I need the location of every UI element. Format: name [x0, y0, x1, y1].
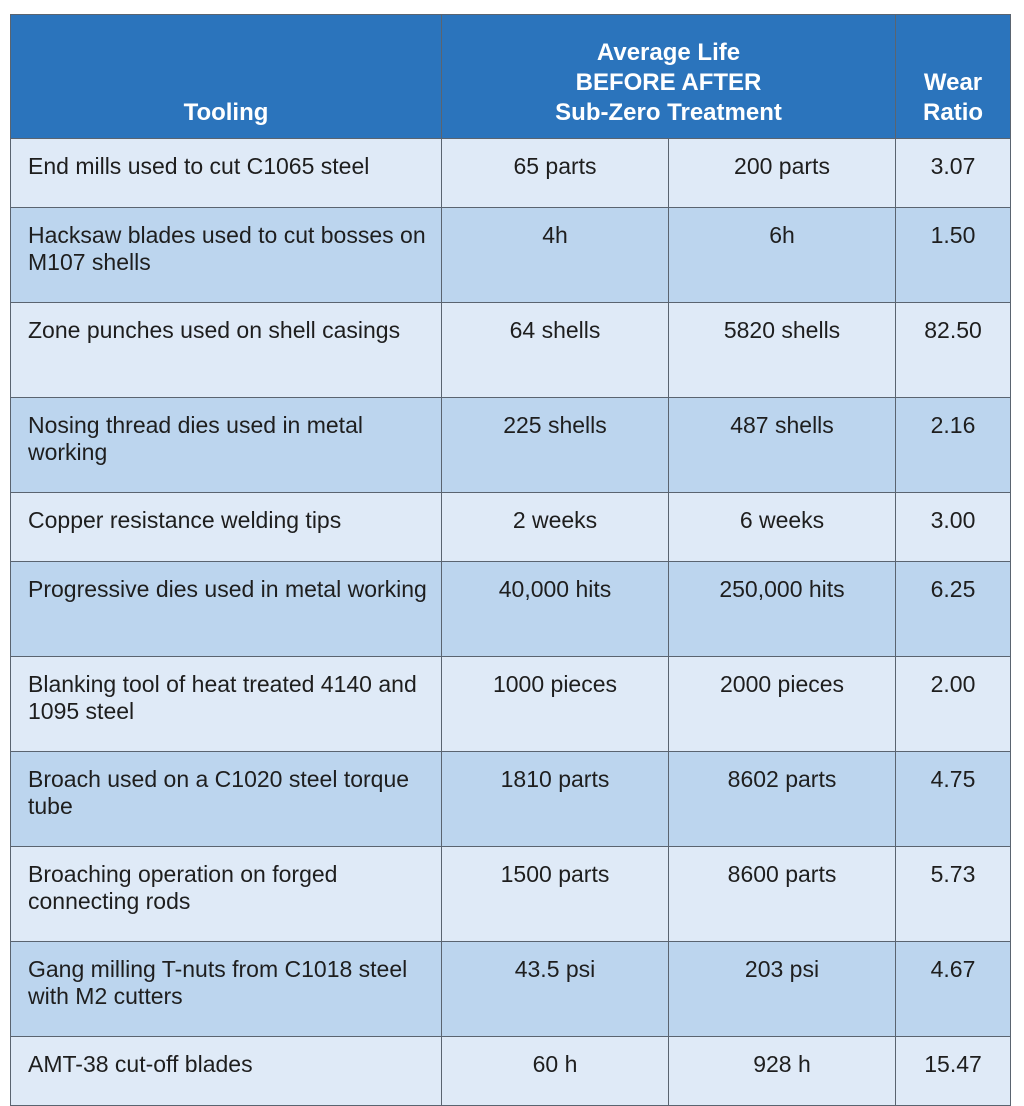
cell-before: 1810 parts [441, 751, 669, 847]
cell-before: 65 parts [441, 138, 669, 208]
cell-after: 200 parts [667, 138, 897, 208]
cell-after: 8600 parts [667, 846, 897, 942]
table-row: Progressive dies used in metal working 4… [10, 561, 1012, 657]
cell-wear-ratio: 4.75 [895, 751, 1012, 847]
header-row: Tooling Average Life BEFORE AFTER Sub-Ze… [10, 14, 1012, 139]
header-wear-ratio: Wear Ratio [895, 14, 1012, 139]
cell-after: 5820 shells [667, 302, 897, 398]
header-average-life-line1: Average Life [596, 39, 741, 66]
cell-tooling: Broaching operation on forged connecting… [10, 846, 442, 942]
cell-before: 60 h [441, 1036, 669, 1106]
header-tooling: Tooling [10, 14, 442, 139]
table-header: Tooling Average Life BEFORE AFTER Sub-Ze… [10, 14, 1012, 139]
cell-after: 487 shells [667, 397, 897, 493]
cell-wear-ratio: 2.16 [895, 397, 1012, 493]
cell-before: 43.5 psi [441, 941, 669, 1037]
cell-tooling: AMT-38 cut-off blades [10, 1036, 442, 1106]
table-row: Zone punches used on shell casings 64 sh… [10, 302, 1012, 398]
cell-wear-ratio: 82.50 [895, 302, 1012, 398]
cell-before: 225 shells [441, 397, 669, 493]
cell-wear-ratio: 4.67 [895, 941, 1012, 1037]
cell-before: 4h [441, 207, 669, 303]
cell-wear-ratio: 3.07 [895, 138, 1012, 208]
cell-tooling: Broach used on a C1020 steel torque tube [10, 751, 442, 847]
table-row: Broaching operation on forged connecting… [10, 846, 1012, 942]
table-row: Copper resistance welding tips 2 weeks 6… [10, 492, 1012, 562]
cell-wear-ratio: 3.00 [895, 492, 1012, 562]
cell-after: 250,000 hits [667, 561, 897, 657]
cell-tooling: Hacksaw blades used to cut bosses on M10… [10, 207, 442, 303]
cell-wear-ratio: 1.50 [895, 207, 1012, 303]
cell-after: 2000 pieces [667, 656, 897, 752]
header-average-life-line2: BEFORE AFTER [575, 69, 762, 96]
table-row: Gang milling T-nuts from C1018 steel wit… [10, 941, 1012, 1037]
cell-after: 203 psi [667, 941, 897, 1037]
table-body: End mills used to cut C1065 steel 65 par… [10, 138, 1012, 1106]
cell-before: 40,000 hits [441, 561, 669, 657]
table-row: Blanking tool of heat treated 4140 and 1… [10, 656, 1012, 752]
header-average-life: Average Life BEFORE AFTER Sub-Zero Treat… [440, 14, 897, 139]
cell-after: 6h [667, 207, 897, 303]
cell-wear-ratio: 6.25 [895, 561, 1012, 657]
cell-before: 1000 pieces [441, 656, 669, 752]
cell-before: 64 shells [441, 302, 669, 398]
cell-wear-ratio: 15.47 [895, 1036, 1012, 1106]
cell-tooling: Copper resistance welding tips [10, 492, 442, 562]
cell-after: 928 h [667, 1036, 897, 1106]
cell-before: 2 weeks [441, 492, 669, 562]
cell-after: 6 weeks [667, 492, 897, 562]
table-row: Nosing thread dies used in metal working… [10, 397, 1012, 493]
cell-tooling: End mills used to cut C1065 steel [10, 138, 442, 208]
cell-tooling: Blanking tool of heat treated 4140 and 1… [10, 656, 442, 752]
table-row: AMT-38 cut-off blades 60 h 928 h 15.47 [10, 1036, 1012, 1106]
cell-after: 8602 parts [667, 751, 897, 847]
table-row: Hacksaw blades used to cut bosses on M10… [10, 207, 1012, 303]
cell-tooling: Zone punches used on shell casings [10, 302, 442, 398]
table-row: Broach used on a C1020 steel torque tube… [10, 751, 1012, 847]
sub-zero-treatment-table: Tooling Average Life BEFORE AFTER Sub-Ze… [10, 14, 1012, 1106]
cell-wear-ratio: 5.73 [895, 846, 1012, 942]
header-wear-ratio-line2: Ratio [923, 99, 984, 126]
cell-tooling: Nosing thread dies used in metal working [10, 397, 442, 493]
header-wear-ratio-line1: Wear [923, 69, 983, 96]
cell-wear-ratio: 2.00 [895, 656, 1012, 752]
cell-before: 1500 parts [441, 846, 669, 942]
table-container: Tooling Average Life BEFORE AFTER Sub-Ze… [10, 14, 1012, 1106]
cell-tooling: Gang milling T-nuts from C1018 steel wit… [10, 941, 442, 1037]
header-average-life-line3: Sub-Zero Treatment [555, 99, 782, 126]
cell-tooling: Progressive dies used in metal working [10, 561, 442, 657]
table-row: End mills used to cut C1065 steel 65 par… [10, 138, 1012, 208]
header-tooling-label: Tooling [183, 99, 269, 126]
